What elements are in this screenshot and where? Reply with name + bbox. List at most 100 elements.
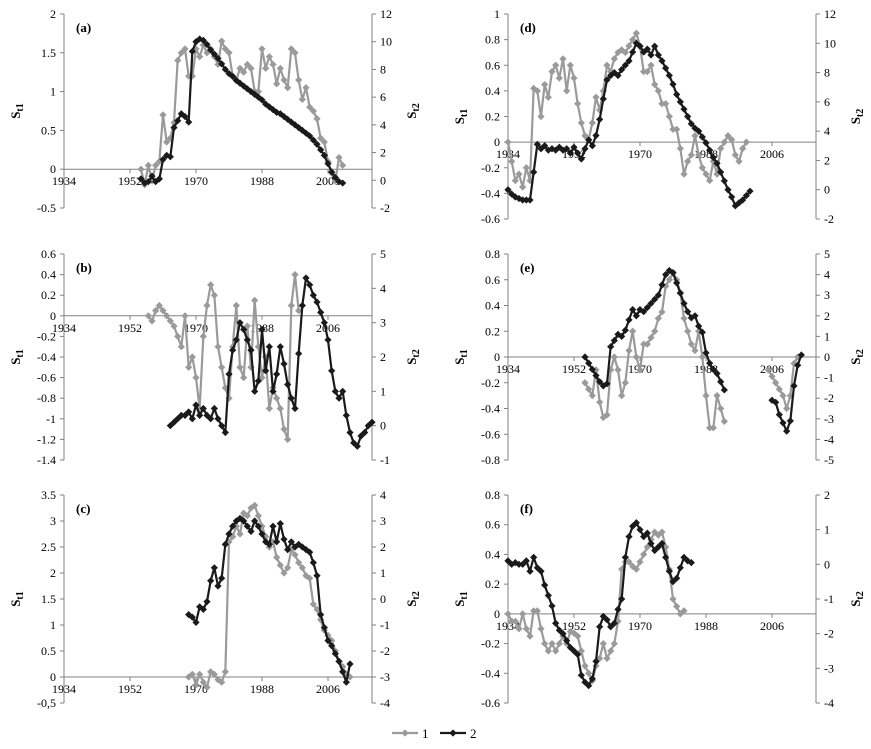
panel-f: -0.6-0.4-0.200.20.40.60.8-4-3-2-10121934…	[452, 488, 866, 710]
series-1-point	[643, 68, 651, 76]
series-1-point	[629, 327, 637, 335]
series-2-point	[537, 567, 545, 575]
y2-tick-label: 6	[824, 95, 830, 109]
panel-e: -0.8 -0.6 -0.4 -0.2 0 0.2 0.4 0.6 0.8 -5 -4 -3 -2 -1 0…	[452, 247, 866, 467]
series-2-point	[662, 553, 670, 561]
x-tick-label: 1970	[628, 147, 652, 161]
series-1-point	[687, 340, 695, 348]
series-2-point	[185, 118, 193, 126]
series-2-point	[566, 149, 574, 157]
series-2-point	[676, 289, 684, 297]
series-1-point	[199, 332, 207, 340]
y-tick-label: 2	[50, 7, 56, 21]
series-1-point	[706, 176, 714, 185]
y-tick-label: -0.2	[37, 329, 56, 343]
series-2-point	[247, 346, 255, 354]
series-1-point	[552, 61, 560, 69]
series-2-point	[599, 95, 607, 103]
series-1-point	[581, 132, 589, 140]
series-1-point	[170, 119, 178, 127]
series-2-point	[702, 349, 710, 357]
series-1-point	[258, 45, 266, 53]
series-1-point	[596, 106, 604, 114]
y2-tick-label: 0	[380, 173, 386, 187]
series-2-point	[262, 100, 270, 108]
series-1-point	[214, 676, 222, 684]
series-2-point	[618, 595, 626, 603]
series-1-point	[592, 93, 600, 101]
series-1-point	[508, 617, 516, 625]
series-2-point	[695, 322, 703, 330]
series-1-point	[632, 353, 640, 361]
y-tick-label: 1	[50, 85, 56, 99]
series-1-point	[555, 74, 563, 82]
series-2-point	[706, 359, 714, 367]
series-2-point	[625, 57, 633, 65]
series-2-point	[585, 359, 593, 367]
legend-marker-2	[449, 729, 457, 737]
series-1-point	[232, 522, 240, 530]
series-2-point	[251, 517, 259, 525]
series-1-point	[313, 115, 321, 123]
y-tick-label: 0.5	[41, 123, 56, 137]
y2-tick-label: 2	[824, 309, 830, 323]
y-tick-label: 0.8	[485, 33, 500, 47]
series-2-point	[533, 564, 541, 572]
series-1-point	[243, 512, 251, 520]
series-2-point	[665, 266, 673, 275]
series-2-point	[247, 527, 255, 535]
series-1-point	[530, 84, 538, 92]
y2-tick-label: 10	[824, 36, 836, 50]
x-tick-label: 2006	[316, 321, 340, 335]
series-2-point	[346, 660, 354, 668]
series-1-point	[328, 637, 336, 645]
series-2-point	[221, 540, 229, 548]
series-2-point	[717, 168, 725, 176]
series-2-point	[218, 422, 226, 430]
series-1-point	[306, 103, 314, 111]
series-2-point	[695, 127, 703, 135]
series-2-point	[203, 598, 211, 606]
series-1-point	[339, 161, 347, 169]
y-tick-label: -0.6	[481, 427, 500, 441]
series-2-point	[335, 657, 343, 665]
series-1-point	[306, 574, 314, 582]
series-2-point	[225, 530, 233, 538]
series-2-point	[632, 519, 640, 527]
series-1-point	[614, 366, 622, 374]
series-1-point	[309, 600, 317, 608]
series-1-point	[596, 654, 604, 663]
y-tick-label: -0.2	[481, 161, 500, 175]
series-2-point	[339, 668, 347, 676]
series-2-point	[636, 526, 644, 534]
series-2-point	[720, 177, 728, 185]
series-2-point	[610, 619, 618, 627]
series-2-point	[618, 332, 626, 340]
series-2-point	[291, 404, 299, 413]
series-1-point	[196, 670, 204, 678]
y-tick-label: -0.2	[481, 637, 500, 651]
y-tick-label: 0.2	[485, 577, 500, 591]
series-2-point	[651, 42, 659, 50]
series-1-point	[530, 607, 538, 615]
series-1-point	[585, 669, 593, 677]
series-1-point	[720, 138, 728, 146]
series-1-point	[552, 647, 560, 655]
series-2-point	[185, 611, 193, 619]
series-1-point	[218, 363, 226, 371]
series-2-point	[298, 301, 306, 310]
series-2-point	[541, 581, 549, 589]
y2-tick-label: 3	[380, 316, 386, 330]
series-1-point	[698, 164, 706, 172]
y-tick-label: 1.5	[41, 46, 56, 60]
series-1-point	[555, 639, 563, 648]
series-2-point	[588, 675, 596, 683]
series-2-point	[669, 80, 677, 88]
series-1-point	[243, 60, 251, 69]
series-1-point	[251, 501, 259, 509]
series-2-point	[203, 40, 211, 49]
series-1-point	[632, 29, 640, 37]
series-1-point	[544, 647, 552, 655]
y2-tick-label: 5	[824, 247, 830, 261]
series-1-point	[533, 87, 541, 95]
